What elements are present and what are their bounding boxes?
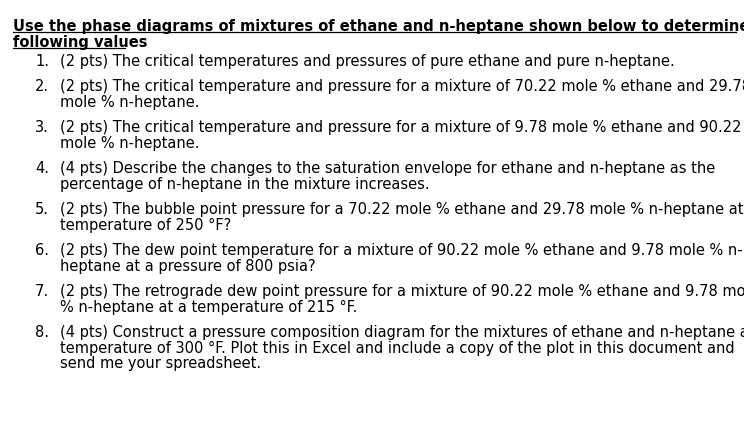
Text: (2 pts) The bubble point pressure for a 70.22 mole % ethane and 29.78 mole % n-h: (2 pts) The bubble point pressure for a … <box>60 202 744 217</box>
Text: temperature of 250 °F?: temperature of 250 °F? <box>60 218 231 233</box>
Text: (2 pts) The dew point temperature for a mixture of 90.22 mole % ethane and 9.78 : (2 pts) The dew point temperature for a … <box>60 243 743 258</box>
Text: (4 pts) Describe the changes to the saturation envelope for ethane and n-heptane: (4 pts) Describe the changes to the satu… <box>60 161 715 176</box>
Text: temperature of 300 °F. Plot this in Excel and include a copy of the plot in this: temperature of 300 °F. Plot this in Exce… <box>60 341 734 356</box>
Text: percentage of n-heptane in the mixture increases.: percentage of n-heptane in the mixture i… <box>60 177 429 192</box>
Text: 2.: 2. <box>35 79 49 94</box>
Text: (2 pts) The critical temperatures and pressures of pure ethane and pure n-heptan: (2 pts) The critical temperatures and pr… <box>60 54 675 69</box>
Text: (2 pts) The retrograde dew point pressure for a mixture of 90.22 mole % ethane a: (2 pts) The retrograde dew point pressur… <box>60 284 744 299</box>
Text: 1.: 1. <box>35 54 49 69</box>
Text: 8.: 8. <box>35 325 49 340</box>
Text: (4 pts) Construct a pressure composition diagram for the mixtures of ethane and : (4 pts) Construct a pressure composition… <box>60 325 744 340</box>
Text: mole % n-heptane.: mole % n-heptane. <box>60 136 199 151</box>
Text: 3.: 3. <box>35 120 49 135</box>
Text: Use the phase diagrams of mixtures of ethane and n-heptane shown below to determ: Use the phase diagrams of mixtures of et… <box>13 19 744 34</box>
Text: (2 pts) The critical temperature and pressure for a mixture of 9.78 mole % ethan: (2 pts) The critical temperature and pre… <box>60 120 742 135</box>
Text: send me your spreadsheet.: send me your spreadsheet. <box>60 356 261 371</box>
Text: 7.: 7. <box>35 284 49 299</box>
Text: 4.: 4. <box>35 161 49 176</box>
Text: (2 pts) The critical temperature and pressure for a mixture of 70.22 mole % etha: (2 pts) The critical temperature and pre… <box>60 79 744 94</box>
Text: heptane at a pressure of 800 psia?: heptane at a pressure of 800 psia? <box>60 259 315 274</box>
Text: 5.: 5. <box>35 202 49 217</box>
Text: following values: following values <box>13 35 147 50</box>
Text: mole % n-heptane.: mole % n-heptane. <box>60 95 199 110</box>
Text: 6.: 6. <box>35 243 49 258</box>
Text: % n-heptane at a temperature of 215 °F.: % n-heptane at a temperature of 215 °F. <box>60 300 357 315</box>
